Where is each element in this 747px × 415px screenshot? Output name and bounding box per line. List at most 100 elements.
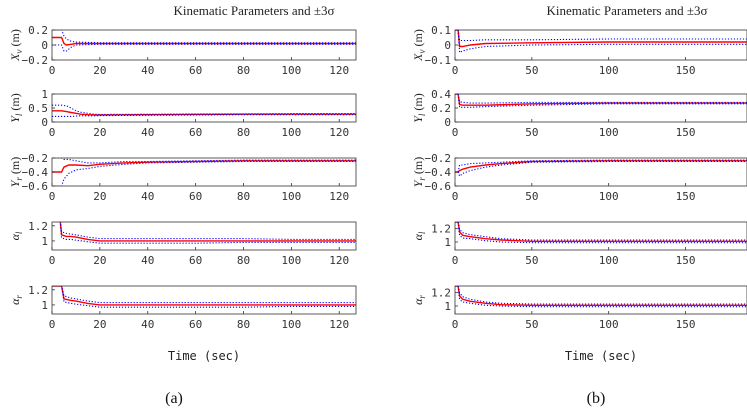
y-axis-label: Yl (m) — [8, 93, 24, 123]
x-tick-label: 100 — [281, 126, 301, 139]
x-tick-label: 0 — [49, 254, 56, 267]
x-tick-label: 40 — [141, 64, 154, 77]
x-tick-label: 0 — [452, 318, 459, 331]
y-axis-label: αl — [411, 231, 427, 240]
subplot-3: −0.2−0.4−0.60 50 100 150 Yr (m) — [411, 152, 747, 203]
x-tick-label: 150 — [676, 126, 696, 139]
y-axis-label: Xv (m) — [411, 29, 427, 62]
subplot-frame — [454, 29, 747, 61]
y-axis-label: αr — [411, 295, 427, 305]
y-axis-label: αr — [8, 295, 24, 305]
sigma-bound-line — [52, 43, 356, 52]
x-tick-label: 150 — [676, 318, 696, 331]
x-tick-label: 60 — [189, 318, 202, 331]
x-tick-label: 60 — [189, 190, 202, 203]
sigma-bound-line — [59, 222, 356, 244]
sigma-bound-line — [455, 159, 747, 173]
subplot-frame — [454, 157, 747, 187]
y-tick-label: 0.1 — [431, 24, 451, 37]
subplot-frame — [51, 285, 357, 315]
y-tick-label: 0 — [41, 39, 48, 52]
x-axis-label: Time (sec) — [168, 349, 240, 363]
subplot-5: 1.210 50 100 150 αr — [411, 285, 747, 331]
y-tick-label: 1.2 — [431, 223, 451, 236]
x-tick-label: 80 — [237, 254, 250, 267]
x-tick-label: 40 — [141, 190, 154, 203]
estimate-line — [455, 30, 747, 48]
x-tick-label: 20 — [93, 126, 106, 139]
sigma-bound-line — [455, 222, 747, 241]
x-tick-label: 80 — [237, 318, 250, 331]
x-tick-label: 60 — [189, 64, 202, 77]
subplot-frame — [454, 93, 747, 123]
x-tick-label: 100 — [281, 190, 301, 203]
x-tick-label: 100 — [281, 318, 301, 331]
y-axis-label: Xv (m) — [8, 29, 24, 62]
subplot-frame — [454, 221, 747, 251]
sigma-bound-line — [455, 94, 747, 104]
sigma-bound-line — [59, 222, 356, 240]
sigma-bound-line — [52, 286, 356, 308]
sigma-bound-line — [455, 30, 747, 54]
y-tick-label: 1 — [444, 300, 451, 313]
x-tick-label: 20 — [93, 64, 106, 77]
x-tick-label: 120 — [329, 190, 349, 203]
y-tick-label: 0.2 — [431, 102, 451, 115]
subplot-2: 0.40.200 50 100 150 Yl (m) — [411, 88, 747, 139]
x-tick-label: 100 — [599, 318, 619, 331]
x-tick-label: 20 — [93, 190, 106, 203]
y-axis-label: Yl (m) — [411, 93, 427, 123]
subplot-2: 10.500 20 40 60 80 100 120 Yl (m) — [8, 88, 357, 139]
y-tick-label: −0.6 — [22, 180, 49, 193]
chart-panel-1: Kinematic Parameters and ±3σ0.20−0.20 20 4… — [8, 3, 357, 407]
y-tick-label: −0.6 — [425, 180, 452, 193]
panel-caption: (b) — [587, 390, 606, 407]
estimate-line — [52, 286, 356, 306]
y-axis-label: αl — [8, 231, 24, 240]
y-tick-label: 1.2 — [431, 287, 451, 300]
sigma-bound-line — [455, 94, 747, 108]
sigma-bound-line — [52, 286, 356, 304]
y-tick-label: 0 — [444, 39, 451, 52]
y-tick-label: 1 — [41, 299, 48, 312]
y-tick-label: 1 — [41, 88, 48, 101]
y-tick-label: 1 — [444, 236, 451, 249]
x-tick-label: 80 — [237, 64, 250, 77]
x-tick-label: 0 — [49, 64, 56, 77]
x-tick-label: 100 — [599, 64, 619, 77]
chart-panel-2: Kinematic Parameters and ±3σ0.10−0.10 50 1… — [411, 3, 747, 407]
x-tick-label: 40 — [141, 318, 154, 331]
y-tick-label: 1 — [41, 235, 48, 248]
estimate-line — [59, 222, 356, 242]
sigma-bound-line — [455, 286, 747, 308]
x-tick-label: 0 — [49, 126, 56, 139]
x-tick-label: 0 — [49, 318, 56, 331]
x-tick-label: 0 — [452, 64, 459, 77]
y-tick-label: −0.2 — [22, 54, 49, 67]
x-tick-label: 80 — [237, 126, 250, 139]
estimate-line — [52, 160, 356, 173]
sigma-bound-line — [52, 114, 356, 117]
y-tick-label: 1.2 — [28, 284, 48, 297]
sigma-bound-line — [52, 30, 356, 44]
panel-caption: (a) — [165, 390, 183, 407]
sigma-bound-line — [455, 286, 747, 305]
x-tick-label: 100 — [281, 254, 301, 267]
x-tick-label: 20 — [93, 318, 106, 331]
sigma-bound-line — [455, 222, 747, 244]
x-tick-label: 50 — [525, 126, 538, 139]
x-tick-label: 50 — [525, 190, 538, 203]
subplot-frame — [454, 285, 747, 315]
subplot-3: −0.2−0.4−0.60 20 40 60 80 100 120 Yr (m) — [8, 152, 357, 203]
x-tick-label: 0 — [49, 190, 56, 203]
subplot-frame — [51, 29, 357, 61]
estimate-line — [455, 160, 747, 173]
estimate-line — [455, 286, 747, 306]
x-tick-label: 150 — [676, 254, 696, 267]
sigma-bound-line — [455, 160, 747, 178]
y-tick-label: −0.4 — [425, 166, 452, 179]
chart-title: Kinematic Parameters and ±3σ — [173, 3, 334, 18]
